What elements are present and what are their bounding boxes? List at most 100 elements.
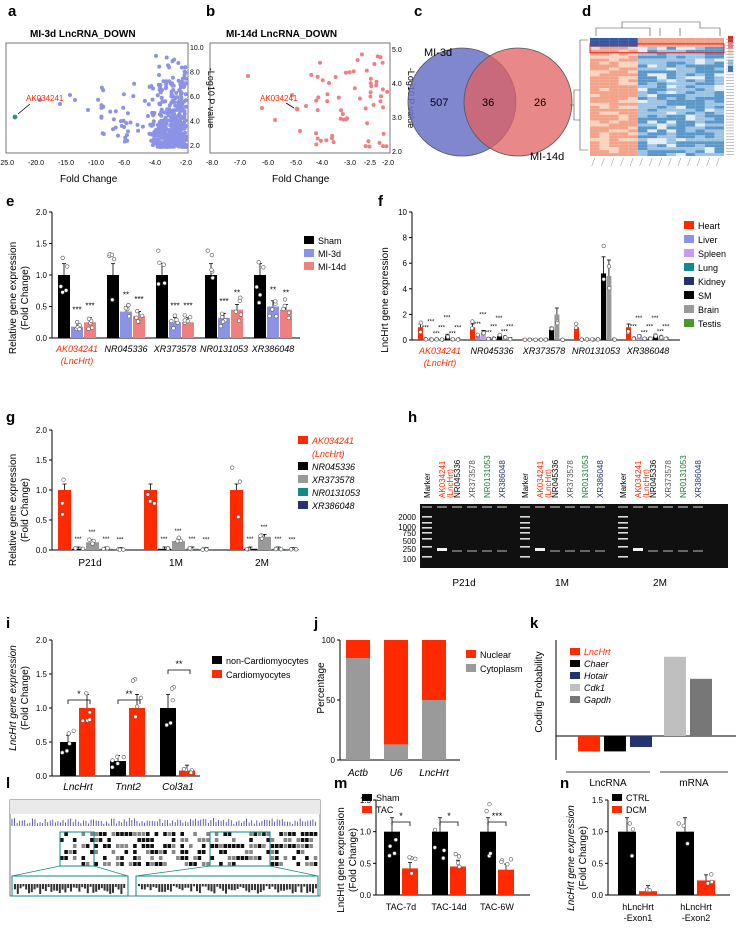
- browser-zoom-track-right: [225, 884, 227, 894]
- panel-g-bar: [86, 542, 99, 550]
- heatmap-cell: [618, 76, 629, 80]
- volcano-a-point: [166, 63, 170, 68]
- volcano-a-point: [164, 85, 169, 90]
- panel-k-legend-label: Gapdh: [584, 695, 611, 705]
- panel-f-datapoint: [470, 319, 475, 324]
- gel-marker-band: [422, 538, 432, 540]
- volcano-b-point: [374, 83, 379, 88]
- panel-i-legend-swatch: [212, 670, 222, 678]
- volcano-b-point: [357, 96, 362, 101]
- heatmap-cell: [685, 46, 696, 50]
- heatmap-cell: [628, 55, 638, 59]
- browser-zoom-track-right: [222, 884, 225, 891]
- panel-e-datapoint: [267, 313, 272, 319]
- browser-alignment-block: [120, 832, 124, 836]
- volcano-b-point: [378, 99, 383, 104]
- browser-alignment-block: [72, 850, 77, 854]
- heatmap-cell: [695, 67, 705, 71]
- panel-i-datapoint: [135, 704, 140, 709]
- panel-i-ylabel-line2: (Fold Change): [20, 666, 31, 730]
- panel-e-datapoint: [221, 319, 226, 324]
- heatmap-cell: [685, 58, 696, 62]
- browser-zoom-track-left: [114, 884, 117, 888]
- heatmap-cell: [618, 58, 629, 62]
- heatmap-col-label-mark: [696, 157, 701, 167]
- panel-n-ytick-label: 1.5: [592, 796, 604, 805]
- heatmap-cell: [704, 99, 715, 103]
- heatmap-cell: [676, 88, 686, 92]
- panel-g-significance: ***: [260, 525, 268, 531]
- browser-zoom-track-right: [285, 884, 288, 890]
- browser-alignment-block: [120, 856, 124, 860]
- panel-m-datapoint: [508, 857, 514, 862]
- browser-alignment-block: [262, 844, 266, 848]
- heatmap-cell: [685, 99, 696, 103]
- panel-g-datapoint: [165, 546, 171, 551]
- gel-marker-band: [520, 527, 530, 529]
- browser-alignment-block: [249, 844, 253, 848]
- panel-e-category-label: XR386048: [251, 344, 295, 354]
- gel-lane-label: NR045336: [551, 459, 560, 498]
- panel-e-significance: ***: [85, 301, 94, 310]
- heatmap-cell: [695, 70, 705, 74]
- panel-f-datapoint: [607, 286, 612, 291]
- heatmap-cell: [666, 40, 677, 44]
- heatmap-cell: [676, 108, 686, 112]
- panel-k-bar: [690, 678, 712, 736]
- volcano-a-point: [154, 53, 158, 58]
- panel-m-datapoint: [488, 851, 493, 856]
- gel-well: [497, 506, 507, 508]
- panel-j-bar-nuclear: [346, 640, 370, 658]
- browser-alignment-block: [313, 856, 318, 860]
- heatmap-cell: [685, 55, 696, 59]
- volcano-a-point: [176, 100, 180, 105]
- volcano-a-point: [161, 79, 166, 84]
- panel-b-xtick-label: -5.0: [290, 160, 302, 167]
- panel-f-datapoint: [560, 337, 565, 342]
- volcano-b-point: [318, 138, 323, 143]
- heatmap-cell: [685, 135, 696, 139]
- browser-alignment-block: [133, 862, 137, 866]
- panel-m-datapoint: [413, 856, 418, 861]
- gel-lane-label: AK034241: [536, 460, 545, 498]
- heatmap-cell: [657, 147, 667, 151]
- volcano-a-point: [151, 122, 156, 127]
- browser-alignment-block: [141, 844, 146, 848]
- browser-alignment-block: [240, 844, 245, 848]
- panel-m-datapoint: [456, 854, 462, 859]
- browser-zoom-track-right: [155, 884, 158, 888]
- volcano-a-point: [99, 85, 104, 90]
- heatmap-cell: [628, 132, 638, 136]
- heatmap-cell: [628, 153, 638, 156]
- gel-marker-band: [422, 527, 432, 529]
- volcano-b-point: [316, 95, 321, 100]
- browser-zoom-track-left: [78, 884, 81, 892]
- browser-alignment-block: [137, 856, 141, 860]
- panel-f-datapoint: [543, 337, 548, 342]
- heatmap-cell: [599, 129, 610, 133]
- panel-e-ytick-label: 2.0: [36, 208, 48, 217]
- heatmap-cell: [666, 135, 677, 139]
- panel-b-volcano: -8.0 -7.0 -6.0 -5.0 -4.0 -3.0 -2.5 -2.02.03.04.…: [206, 42, 402, 167]
- volcano-a-point: [146, 102, 151, 107]
- gel-lane-label: XR373578: [664, 460, 673, 498]
- panel-b-annotation: AK034241: [260, 94, 298, 103]
- panel-e-chart: 0.00.51.01.52.0*** ***** ****** *** ***** ** *…: [36, 208, 346, 366]
- heatmap-cell: [647, 99, 657, 103]
- heatmap-cell: [609, 141, 619, 145]
- browser-alignment-block: [219, 862, 223, 866]
- heatmap-cell: [666, 144, 677, 148]
- heatmap-cell: [685, 114, 696, 118]
- panel-i-datapoint: [80, 718, 85, 723]
- heatmap-cell: [637, 141, 648, 145]
- panel-g-datapoint: [121, 547, 126, 552]
- heatmap-cell: [695, 135, 705, 139]
- heatmap-cell: [685, 153, 696, 156]
- panel-g-datapoint: [176, 535, 181, 540]
- heatmap-cell: [704, 43, 715, 47]
- heatmap-cell: [704, 38, 715, 41]
- panel-j-bar-cytoplasm: [346, 658, 370, 760]
- volcano-a-point: [156, 82, 161, 87]
- heatmap-cell: [704, 129, 715, 133]
- heatmap-cell: [657, 123, 667, 127]
